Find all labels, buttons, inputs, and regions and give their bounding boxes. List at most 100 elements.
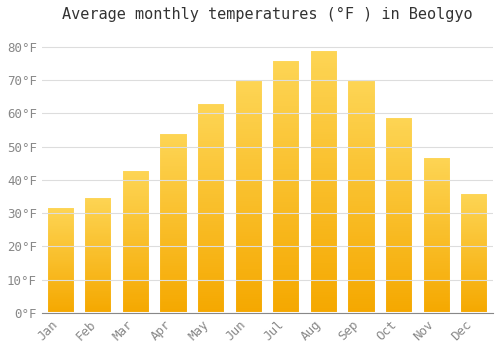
- Bar: [310, 250, 338, 253]
- Bar: [460, 308, 488, 309]
- Bar: [460, 309, 488, 311]
- Bar: [460, 301, 488, 302]
- Bar: [348, 259, 376, 262]
- Bar: [348, 145, 376, 148]
- Bar: [348, 211, 376, 213]
- Bar: [234, 220, 262, 222]
- Bar: [46, 300, 74, 301]
- Bar: [348, 252, 376, 255]
- Bar: [160, 279, 188, 281]
- Bar: [460, 228, 488, 229]
- Bar: [122, 248, 150, 250]
- Bar: [122, 298, 150, 299]
- Bar: [84, 212, 112, 213]
- Bar: [272, 172, 300, 174]
- Bar: [46, 289, 74, 290]
- Bar: [385, 221, 413, 223]
- Bar: [310, 155, 338, 158]
- Bar: [348, 238, 376, 241]
- Bar: [46, 214, 74, 215]
- Bar: [234, 264, 262, 266]
- Bar: [310, 305, 338, 308]
- Bar: [197, 168, 225, 170]
- Bar: [422, 178, 451, 180]
- Bar: [84, 247, 112, 248]
- Bar: [197, 141, 225, 143]
- Bar: [460, 261, 488, 263]
- Bar: [348, 115, 376, 117]
- Bar: [122, 246, 150, 247]
- Bar: [197, 164, 225, 166]
- Bar: [272, 106, 300, 108]
- Bar: [460, 260, 488, 261]
- Bar: [272, 118, 300, 121]
- Bar: [272, 90, 300, 93]
- Bar: [160, 137, 188, 139]
- Bar: [160, 256, 188, 257]
- Bar: [422, 268, 451, 269]
- Bar: [122, 263, 150, 264]
- Bar: [160, 282, 188, 284]
- Bar: [84, 237, 112, 238]
- Bar: [160, 295, 188, 297]
- Bar: [272, 139, 300, 141]
- Bar: [122, 277, 150, 279]
- Bar: [272, 141, 300, 144]
- Bar: [422, 208, 451, 210]
- Bar: [234, 138, 262, 141]
- Bar: [272, 88, 300, 90]
- Bar: [234, 252, 262, 255]
- Bar: [160, 198, 188, 200]
- Bar: [160, 284, 188, 286]
- Bar: [46, 268, 74, 270]
- Bar: [272, 242, 300, 245]
- Bar: [46, 223, 74, 224]
- Bar: [422, 185, 451, 186]
- Bar: [84, 252, 112, 254]
- Bar: [385, 284, 413, 286]
- Bar: [348, 308, 376, 311]
- Bar: [122, 293, 150, 294]
- Bar: [160, 189, 188, 191]
- Bar: [272, 169, 300, 172]
- Bar: [422, 282, 451, 284]
- Bar: [84, 282, 112, 283]
- Bar: [385, 117, 413, 313]
- Bar: [385, 191, 413, 193]
- Bar: [272, 136, 300, 139]
- Bar: [385, 199, 413, 201]
- Bar: [160, 266, 188, 268]
- Bar: [348, 287, 376, 290]
- Bar: [84, 223, 112, 224]
- Bar: [46, 282, 74, 283]
- Bar: [422, 255, 451, 257]
- Bar: [385, 166, 413, 168]
- Bar: [310, 224, 338, 226]
- Bar: [422, 294, 451, 296]
- Bar: [422, 182, 451, 183]
- Bar: [122, 174, 150, 176]
- Bar: [84, 228, 112, 229]
- Bar: [84, 287, 112, 289]
- Bar: [46, 253, 74, 254]
- Bar: [348, 127, 376, 129]
- Bar: [122, 219, 150, 220]
- Bar: [234, 85, 262, 87]
- Bar: [272, 212, 300, 215]
- Bar: [310, 158, 338, 161]
- Bar: [84, 238, 112, 240]
- Bar: [84, 251, 112, 252]
- Bar: [348, 185, 376, 187]
- Bar: [197, 252, 225, 254]
- Bar: [46, 220, 74, 222]
- Bar: [46, 262, 74, 263]
- Bar: [422, 158, 451, 160]
- Bar: [160, 202, 188, 203]
- Bar: [234, 248, 262, 250]
- Bar: [310, 216, 338, 218]
- Bar: [84, 236, 112, 237]
- Bar: [310, 124, 338, 126]
- Bar: [385, 272, 413, 274]
- Bar: [348, 194, 376, 197]
- Bar: [46, 258, 74, 259]
